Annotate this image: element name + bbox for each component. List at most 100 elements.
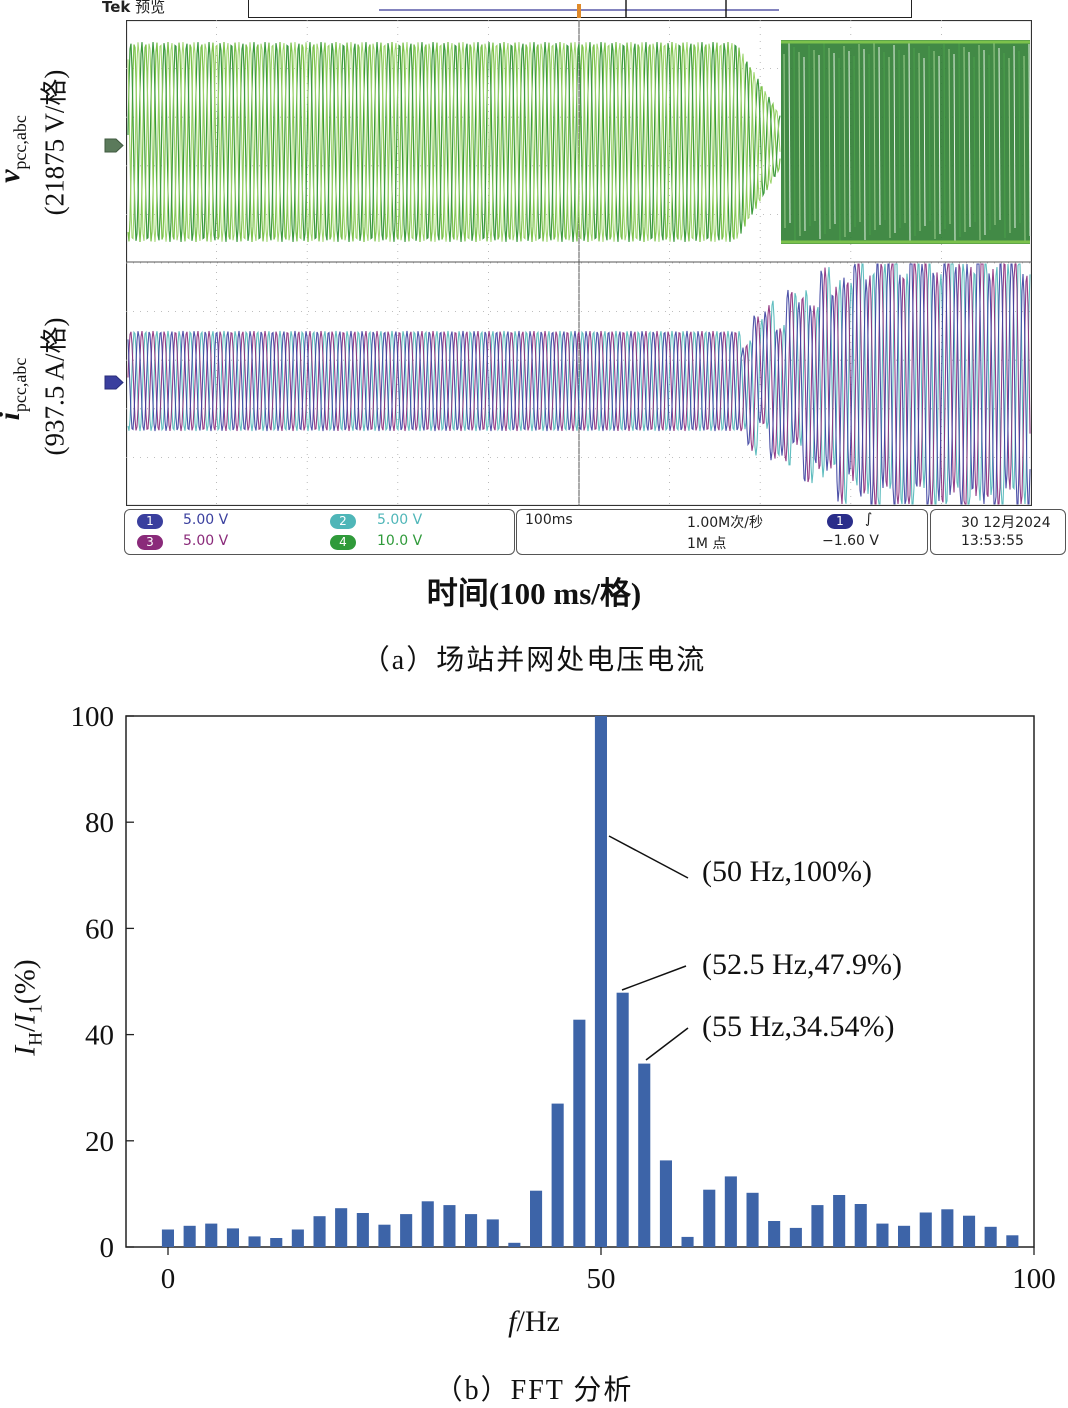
current-channel-marker — [104, 375, 124, 390]
fft-x-tick-label: 100 — [1012, 1263, 1056, 1295]
fft-bar — [681, 1236, 694, 1247]
voltage-clip-stroke — [853, 55, 856, 228]
voltage-axis-symbol: vpcc,abc — [0, 115, 30, 183]
fft-x-tick-label: 0 — [161, 1263, 176, 1295]
fft-bar — [789, 1227, 802, 1247]
fft-annotation-leader — [645, 1027, 689, 1061]
timebase-box: 100ms 1.00M次/秒 1M 点 1 ∫ −1.60 V — [516, 509, 928, 555]
voltage-clip-stroke — [928, 45, 931, 222]
fft-y-tick-label: 100 — [71, 701, 115, 733]
fft-ticks: 0 20 40 60 80 100 0 50 100 — [71, 701, 1056, 1295]
fft-annotation-label: (52.5 Hz,47.9%) — [702, 948, 902, 981]
fft-y-tick-label: 20 — [85, 1126, 114, 1158]
current-traces — [127, 263, 1031, 505]
fft-bar — [854, 1204, 867, 1247]
voltage-clip-stroke — [983, 49, 986, 236]
voltage-clip-stroke — [848, 50, 851, 233]
voltage-clip-stroke — [968, 51, 971, 228]
datetime-box: 30 12月2024 13:53:55 — [930, 509, 1066, 555]
fft-bar — [508, 1242, 521, 1247]
fft-annotation-leaders — [608, 835, 689, 1061]
voltage-clip-stroke — [1023, 55, 1026, 242]
voltage-clip-stroke — [783, 53, 786, 229]
fft-bar — [876, 1223, 889, 1247]
voltage-clip-stroke — [868, 53, 871, 236]
fft-bar — [205, 1223, 218, 1247]
voltage-clip-stroke — [873, 41, 876, 231]
voltage-clip-stroke — [913, 47, 916, 237]
voltage-clip-stroke — [998, 47, 1001, 221]
voltage-clip-stroke — [803, 56, 806, 232]
voltage-trace — [127, 42, 781, 242]
channel-3-chip: 3 — [137, 535, 163, 550]
fft-annotation-label: (50 Hz,100%) — [702, 855, 872, 888]
voltage-clip-stroke — [838, 57, 841, 243]
fft-bar — [984, 1226, 997, 1247]
voltage-clip-stroke — [828, 47, 831, 230]
channel-1-scale: 5.00 V — [183, 512, 229, 528]
channel-3-scale: 5.00 V — [183, 533, 229, 549]
voltage-clip-stroke — [1018, 50, 1021, 224]
fft-bar — [356, 1213, 369, 1247]
voltage-clip-stroke — [858, 43, 861, 223]
voltage-clip-stroke — [993, 42, 996, 226]
voltage-clip-stroke — [818, 54, 821, 240]
channel-2-scale: 5.00 V — [377, 512, 423, 528]
channel-2-chip: 2 — [330, 514, 356, 529]
voltage-clip-stroke — [863, 48, 866, 241]
voltage-clip-stroke — [908, 42, 911, 242]
record-length: 1M 点 — [687, 536, 727, 552]
voltage-clip-stroke — [978, 44, 981, 241]
channel-1-chip: 1 — [137, 514, 163, 529]
voltage-clip-stroke — [963, 46, 966, 233]
fft-annotation-leader — [621, 965, 687, 991]
voltage-clip-stroke — [903, 54, 906, 224]
fft-y-axis-label: IH/I1(%) — [8, 959, 47, 1056]
voltage-clip-stroke — [958, 41, 961, 238]
voltage-clip-stroke — [843, 45, 846, 238]
voltage-trace — [127, 41, 781, 243]
channel-4-chip: 4 — [330, 535, 356, 550]
voltage-clip-stroke — [933, 50, 936, 240]
fft-y-tick-label: 80 — [85, 807, 114, 839]
voltage-clip-stroke — [1028, 43, 1031, 237]
voltage-trace — [127, 42, 781, 242]
voltage-clip-stroke — [888, 56, 891, 239]
voltage-clip-stroke — [883, 51, 886, 221]
fft-bar — [811, 1205, 824, 1247]
scope-x-axis-label: 时间(100 ms/格) — [426, 576, 642, 611]
fft-bar — [659, 1160, 672, 1247]
voltage-clip-stroke — [788, 41, 791, 224]
fft-bar — [400, 1214, 413, 1247]
voltage-clip-stroke — [1013, 45, 1016, 229]
fft-bar — [291, 1229, 304, 1247]
scope-screen — [126, 20, 1032, 506]
current-trace — [127, 263, 1031, 505]
fft-bar — [963, 1215, 976, 1247]
voltage-clip-stroke — [793, 46, 796, 242]
fft-bar — [919, 1212, 932, 1247]
voltage-traces — [127, 40, 1031, 244]
channel-settings-box: 1 5.00 V 2 5.00 V 3 5.00 V 4 10.0 V — [124, 509, 515, 555]
voltage-clip-stroke — [813, 49, 816, 222]
sample-rate: 1.00M次/秒 — [687, 515, 763, 531]
trigger-slope-icon: ∫ — [865, 511, 873, 527]
fft-bar — [183, 1225, 196, 1247]
channel-4-scale: 10.0 V — [377, 533, 423, 549]
fft-bar — [898, 1225, 911, 1247]
current-axis-symbol: ipcc,abc — [0, 357, 30, 421]
fft-annotation-label: (55 Hz,34.54%) — [702, 1010, 895, 1043]
voltage-clip-stroke — [878, 46, 881, 226]
fft-x-tick-label: 50 — [587, 1263, 616, 1295]
fft-bar — [421, 1201, 434, 1247]
fft-bar — [594, 716, 607, 1247]
current-trace — [127, 263, 1031, 505]
scope-date: 30 12月2024 — [961, 515, 1051, 531]
fft-chart: 0 20 40 60 80 100 0 50 100 — [71, 701, 1056, 1295]
voltage-clip-stroke — [943, 43, 946, 230]
fft-bar — [746, 1192, 759, 1247]
fft-annotation-leader — [608, 835, 689, 879]
voltage-axis-unit: (21875 V/格) — [39, 69, 70, 216]
trigger-channel-chip: 1 — [827, 514, 853, 529]
fft-bar — [551, 1103, 564, 1247]
